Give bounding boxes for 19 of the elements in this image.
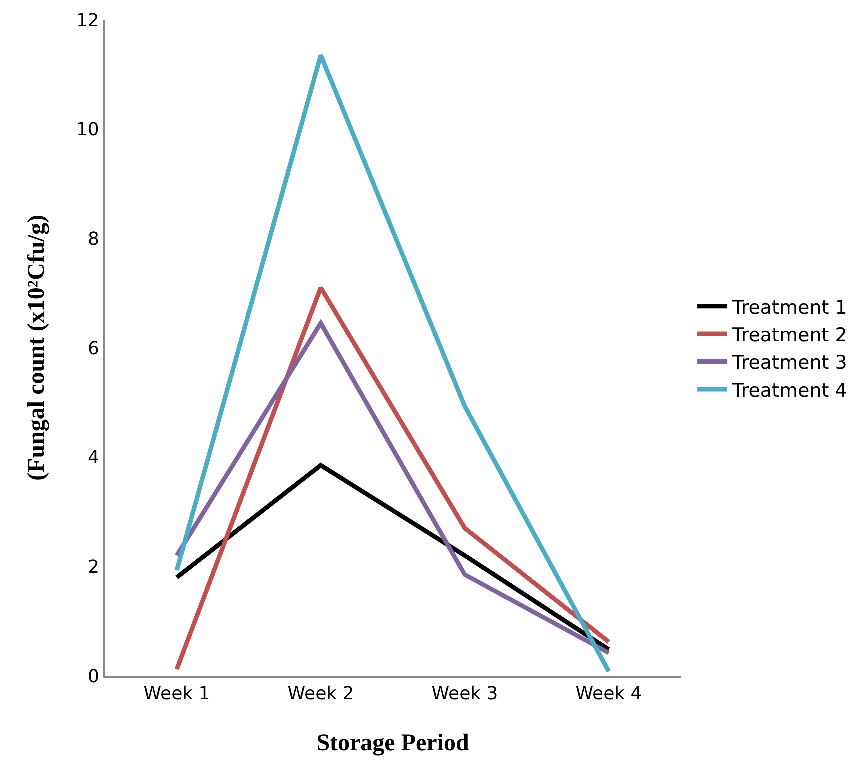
legend-label: Treatment 1: [732, 296, 848, 319]
legend-label: Treatment 4: [732, 380, 848, 402]
x-tick-label: Week 2: [288, 684, 354, 705]
x-tick-label: Week 4: [576, 684, 642, 705]
x-tick-label: Week 1: [144, 684, 210, 705]
x-axis-title: Storage Period: [316, 730, 470, 756]
line-series: [174, 463, 612, 652]
x-tick-label: Week 3: [432, 684, 498, 705]
y-axis-title: (Fungal count (x10²Cfu/g): [24, 215, 50, 481]
y-tick-label: 10: [76, 120, 100, 141]
y-tick-label: 2: [88, 556, 100, 578]
y-tick-label: 12: [76, 10, 100, 32]
y-tick-label: 6: [88, 338, 100, 360]
legend-label: Treatment 3: [732, 352, 848, 374]
legend-label: Treatment 2: [732, 324, 848, 346]
y-tick-label: 0: [88, 666, 100, 688]
y-tick-label: 4: [88, 448, 100, 469]
y-tick-label: 8: [88, 228, 100, 250]
line-series: [174, 53, 612, 674]
